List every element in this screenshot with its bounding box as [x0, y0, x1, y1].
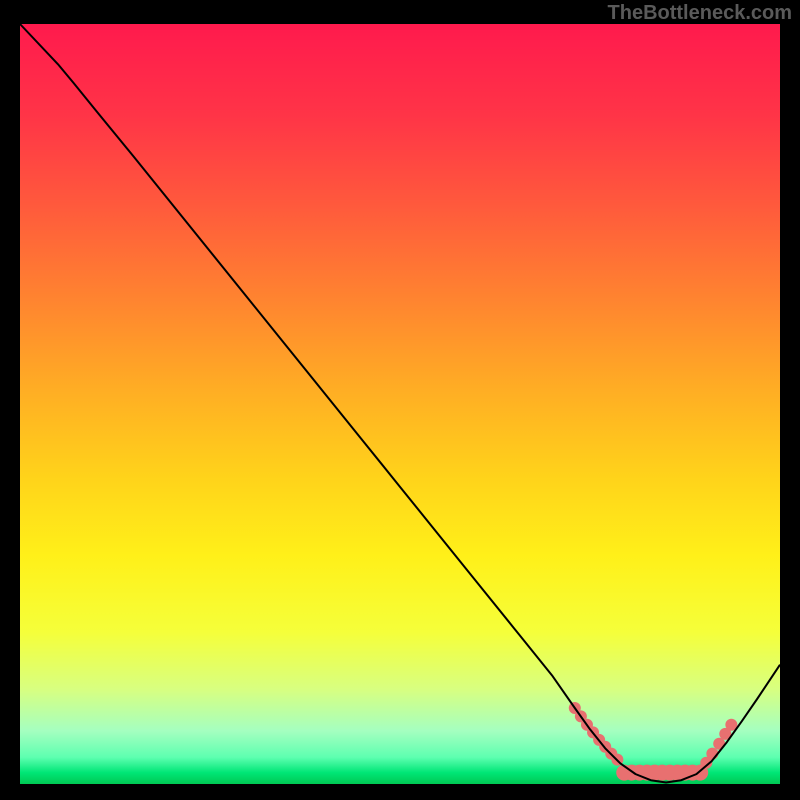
bottleneck-chart — [0, 0, 800, 800]
chart-container: TheBottleneck.com — [0, 0, 800, 800]
gradient-background — [20, 24, 780, 784]
watermark-text: TheBottleneck.com — [608, 2, 792, 25]
